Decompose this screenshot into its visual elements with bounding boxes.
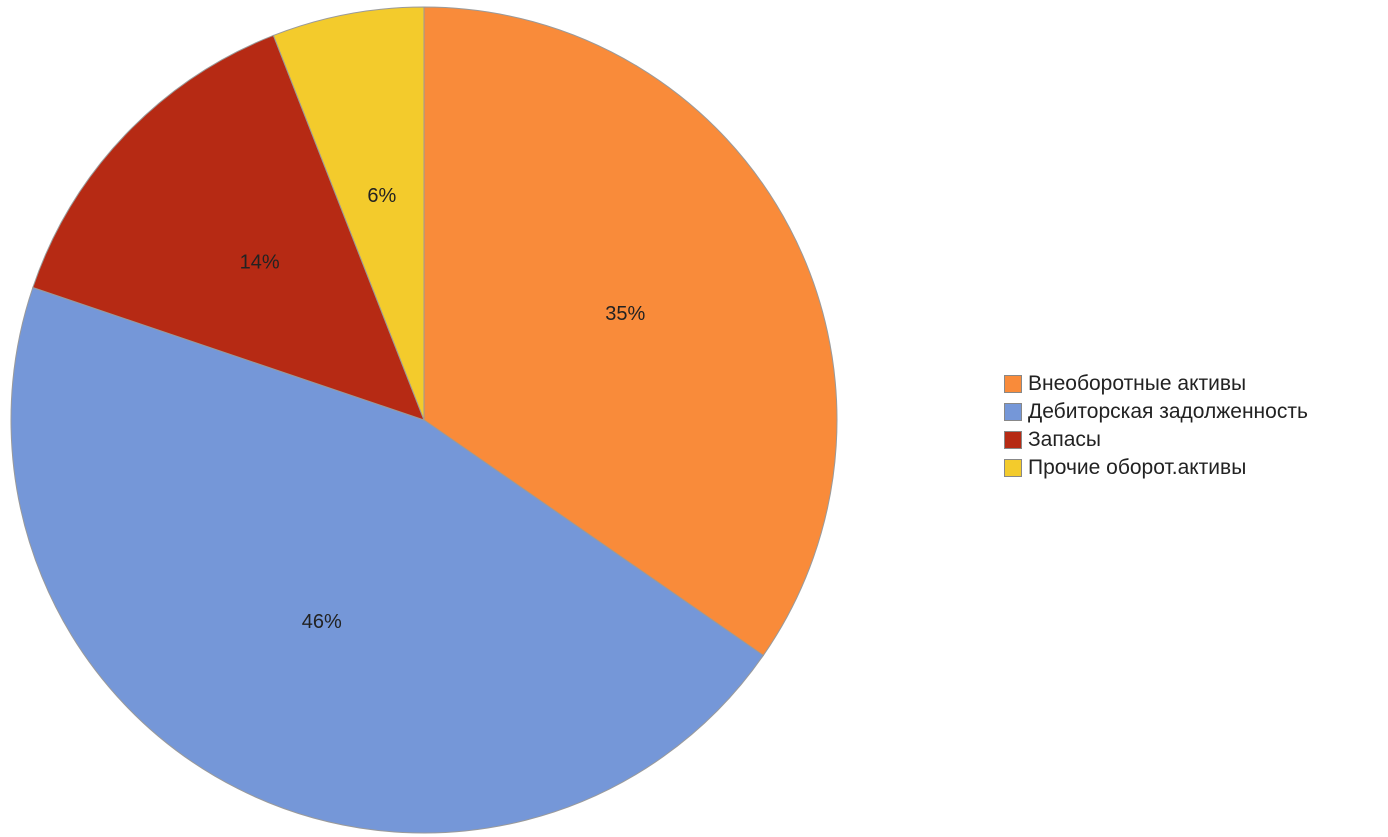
legend-label: Запасы — [1028, 428, 1102, 451]
legend-swatch — [1004, 375, 1022, 393]
legend-item-prochie-oborot-aktivy: Прочие оборот.активы — [1004, 454, 1308, 482]
legend-item-vneoborotnye-aktivy: Внеоборотные активы — [1004, 370, 1308, 398]
chart-legend: Внеоборотные активы Дебиторская задолжен… — [1004, 370, 1308, 482]
pie-slices — [10, 6, 838, 834]
legend-item-zapasy: Запасы — [1004, 426, 1308, 454]
pie-data-label-2: 46% — [302, 611, 342, 633]
pie-data-labels: 35% 46% 14% 6% — [240, 185, 646, 633]
legend-item-debitorskaya-zadolzhennost: Дебиторская задолженность — [1004, 398, 1308, 426]
pie-slice-4 — [272, 6, 425, 421]
pie-slice-1 — [423, 6, 838, 657]
legend-label: Внеоборотные активы — [1028, 372, 1247, 395]
legend-label: Прочие оборот.активы — [1028, 456, 1247, 479]
pie-data-label-3: 14% — [240, 251, 280, 273]
pie-slice-2 — [10, 286, 765, 834]
pie-data-label-4: 6% — [367, 185, 396, 207]
legend-swatch — [1004, 431, 1022, 449]
legend-swatch — [1004, 403, 1022, 421]
pie-data-label-1: 35% — [605, 303, 645, 325]
legend-swatch — [1004, 459, 1022, 477]
legend-label: Дебиторская задолженность — [1028, 400, 1308, 423]
pie-slice-3 — [32, 34, 425, 421]
